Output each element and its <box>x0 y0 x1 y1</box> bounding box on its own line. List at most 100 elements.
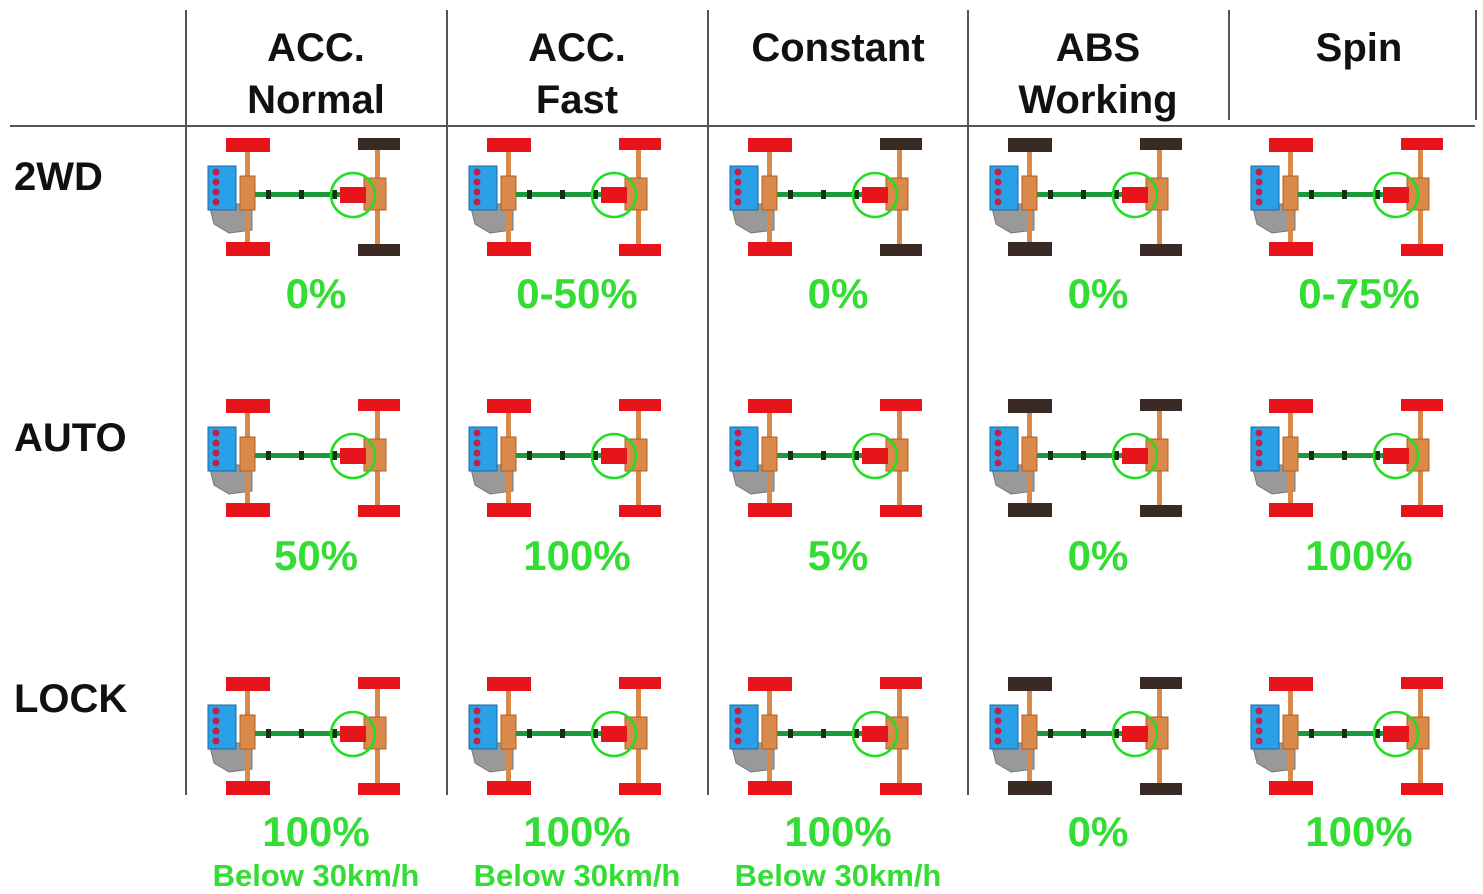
engine-cylinder <box>212 727 220 735</box>
driveshaft-joint <box>821 190 826 199</box>
front-differential <box>500 436 517 472</box>
rear-torque-percent: 0% <box>1067 270 1129 317</box>
front-left-wheel <box>226 138 270 152</box>
rear-right-wheel <box>880 244 922 256</box>
column-header-line1: Spin <box>1315 26 1403 70</box>
engine <box>468 704 498 750</box>
front-right-wheel <box>487 503 531 517</box>
drivetrain-diagram <box>468 399 661 517</box>
engine-cylinder <box>734 449 742 457</box>
engine-cylinder <box>212 429 220 437</box>
engine-cylinder <box>994 459 1002 467</box>
coupling-unit <box>1383 187 1409 203</box>
driveshaft <box>516 192 624 197</box>
column-header: Spin <box>1229 22 1483 74</box>
drivetrain-diagram <box>207 138 400 256</box>
driveshaft <box>1037 453 1145 458</box>
engine-cylinder <box>734 737 742 745</box>
engine <box>989 704 1019 750</box>
rear-left-wheel <box>880 138 922 150</box>
speed-condition-note: Below 30km/h <box>473 858 681 893</box>
front-differential <box>1021 436 1038 472</box>
engine-cylinder <box>994 449 1002 457</box>
column-header-line2: Working <box>1018 78 1178 122</box>
column-header: ABS Working <box>968 22 1228 126</box>
coupling-highlight-ring <box>590 432 638 480</box>
engine-cylinder <box>1255 188 1263 196</box>
rear-torque-percent: 100% <box>523 808 631 855</box>
driveshaft <box>255 731 363 736</box>
engine <box>729 165 759 211</box>
rear-left-wheel <box>1140 677 1182 689</box>
engine <box>1250 426 1280 472</box>
driveshaft-joint <box>1375 190 1380 199</box>
engine-cylinder <box>1255 168 1263 176</box>
driveshaft <box>777 731 885 736</box>
drivetrain-diagram <box>729 677 922 795</box>
driveshaft-joint <box>1342 729 1347 738</box>
engine-cylinder <box>994 707 1002 715</box>
rear-left-wheel <box>358 138 400 150</box>
coupling-highlight-ring <box>1372 171 1420 219</box>
engine <box>989 165 1019 211</box>
driveshaft-joint <box>560 729 565 738</box>
rear-left-wheel <box>1140 399 1182 411</box>
engine-cylinder <box>1255 459 1263 467</box>
driveshaft-joint <box>1342 451 1347 460</box>
front-right-wheel <box>748 781 792 795</box>
front-left-wheel <box>487 138 531 152</box>
column-header-line1: ACC. <box>267 26 365 70</box>
column-header-line1: Constant <box>751 26 925 70</box>
driveshaft-joint <box>560 451 565 460</box>
rear-left-wheel <box>1140 138 1182 150</box>
engine <box>468 426 498 472</box>
front-differential <box>239 175 256 211</box>
front-differential <box>1282 436 1299 472</box>
driveshaft-joint <box>854 190 859 199</box>
rear-left-wheel <box>619 677 661 689</box>
driveshaft <box>777 192 885 197</box>
driveshaft <box>255 453 363 458</box>
engine-cylinder <box>1255 707 1263 715</box>
engine-cylinder <box>1255 727 1263 735</box>
coupling-unit <box>1122 187 1148 203</box>
front-right-wheel <box>226 781 270 795</box>
engine-cylinder <box>734 429 742 437</box>
rear-torque-percent: 100% <box>1305 808 1413 855</box>
front-right-wheel <box>1008 781 1052 795</box>
column-header: ACC. Normal <box>186 22 446 126</box>
engine-cylinder <box>212 717 220 725</box>
engine-cylinder <box>734 198 742 206</box>
coupling-highlight-ring <box>329 432 377 480</box>
driveshaft-joint <box>854 729 859 738</box>
engine-cylinder <box>473 449 481 457</box>
coupling-unit <box>1383 448 1409 464</box>
driveshaft-joint <box>854 451 859 460</box>
front-right-wheel <box>1269 781 1313 795</box>
rear-right-wheel <box>358 244 400 256</box>
column-divider <box>1475 10 1477 120</box>
front-differential <box>761 175 778 211</box>
coupling-unit <box>862 448 888 464</box>
engine <box>729 704 759 750</box>
coupling-unit <box>862 187 888 203</box>
rear-torque-percent: 0% <box>807 270 869 317</box>
driveshaft-joint <box>788 451 793 460</box>
rear-right-wheel <box>619 783 661 795</box>
coupling-unit <box>340 726 366 742</box>
front-right-wheel <box>748 503 792 517</box>
engine-cylinder <box>1255 449 1263 457</box>
coupling-highlight-ring <box>851 171 899 219</box>
rear-right-wheel <box>619 505 661 517</box>
driveshaft-joint <box>1375 729 1380 738</box>
rear-right-wheel <box>619 244 661 256</box>
front-right-wheel <box>1008 242 1052 256</box>
rear-left-wheel <box>880 399 922 411</box>
rear-torque-percent: 100% <box>523 532 631 579</box>
front-differential <box>761 436 778 472</box>
engine-cylinder <box>734 717 742 725</box>
front-differential <box>239 714 256 750</box>
engine-cylinder <box>994 717 1002 725</box>
engine-cylinder <box>473 178 481 186</box>
